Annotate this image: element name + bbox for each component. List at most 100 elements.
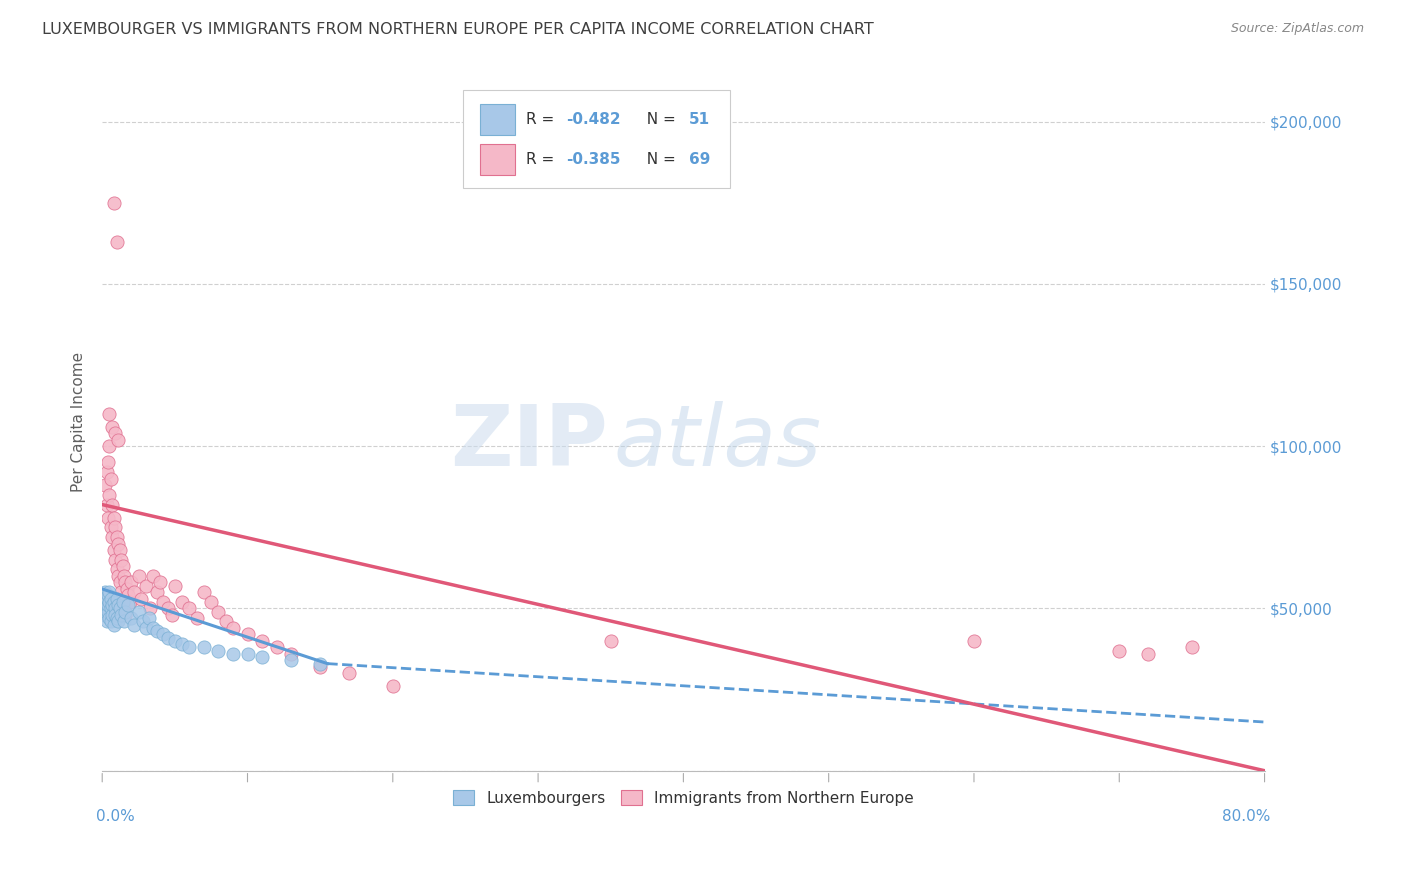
Point bbox=[110, 585, 132, 599]
Point bbox=[152, 627, 174, 641]
Point bbox=[100, 472, 122, 486]
Point bbox=[100, 615, 122, 629]
Point bbox=[107, 615, 129, 629]
Point bbox=[105, 530, 128, 544]
Point bbox=[100, 601, 122, 615]
Point bbox=[117, 589, 139, 603]
Point bbox=[142, 621, 165, 635]
Point bbox=[101, 530, 124, 544]
Point bbox=[97, 589, 120, 603]
Point bbox=[139, 601, 162, 615]
Point bbox=[96, 615, 118, 629]
Point bbox=[135, 621, 157, 635]
Text: N =: N = bbox=[637, 112, 681, 127]
Point bbox=[101, 607, 124, 622]
FancyBboxPatch shape bbox=[479, 103, 515, 135]
Point bbox=[207, 605, 229, 619]
Point bbox=[104, 553, 127, 567]
Point bbox=[266, 640, 288, 655]
Text: 51: 51 bbox=[689, 112, 710, 127]
Point bbox=[236, 647, 259, 661]
Point bbox=[107, 536, 129, 550]
Point bbox=[163, 579, 186, 593]
Point bbox=[120, 575, 142, 590]
Point bbox=[118, 595, 141, 609]
Point bbox=[110, 553, 132, 567]
Point bbox=[111, 595, 134, 609]
Point bbox=[97, 510, 120, 524]
Point bbox=[122, 617, 145, 632]
Point bbox=[94, 478, 117, 492]
Point bbox=[215, 615, 238, 629]
Point bbox=[120, 611, 142, 625]
Point bbox=[207, 643, 229, 657]
Point bbox=[309, 657, 332, 671]
Point bbox=[381, 679, 404, 693]
Legend: Luxembourgers, Immigrants from Northern Europe: Luxembourgers, Immigrants from Northern … bbox=[447, 784, 921, 812]
FancyBboxPatch shape bbox=[463, 90, 730, 188]
Point bbox=[98, 585, 121, 599]
Point bbox=[98, 488, 121, 502]
Point bbox=[115, 582, 138, 596]
Point bbox=[236, 627, 259, 641]
Point bbox=[163, 633, 186, 648]
Point bbox=[105, 235, 128, 249]
Text: LUXEMBOURGER VS IMMIGRANTS FROM NORTHERN EUROPE PER CAPITA INCOME CORRELATION CH: LUXEMBOURGER VS IMMIGRANTS FROM NORTHERN… bbox=[42, 22, 875, 37]
Point bbox=[98, 595, 121, 609]
Text: atlas: atlas bbox=[613, 401, 821, 484]
Point bbox=[107, 569, 129, 583]
Point bbox=[112, 569, 135, 583]
Point bbox=[108, 575, 131, 590]
Point bbox=[94, 585, 117, 599]
Point bbox=[105, 562, 128, 576]
Point bbox=[96, 465, 118, 479]
Y-axis label: Per Capita Income: Per Capita Income bbox=[72, 351, 86, 491]
Point bbox=[172, 637, 194, 651]
Point bbox=[309, 660, 332, 674]
Point bbox=[94, 607, 117, 622]
Text: 0.0%: 0.0% bbox=[97, 809, 135, 824]
Point bbox=[1181, 640, 1204, 655]
Point bbox=[108, 543, 131, 558]
Text: ZIP: ZIP bbox=[450, 401, 607, 484]
Point bbox=[200, 595, 222, 609]
Point bbox=[152, 595, 174, 609]
Point bbox=[108, 601, 131, 615]
Point bbox=[96, 591, 118, 606]
Text: Source: ZipAtlas.com: Source: ZipAtlas.com bbox=[1230, 22, 1364, 36]
Point bbox=[1108, 643, 1130, 657]
Point bbox=[963, 633, 986, 648]
Point bbox=[337, 666, 360, 681]
Text: R =: R = bbox=[526, 112, 560, 127]
Point bbox=[146, 624, 169, 639]
Point bbox=[156, 601, 179, 615]
Point bbox=[98, 407, 121, 421]
Point bbox=[103, 595, 125, 609]
Point bbox=[222, 647, 245, 661]
Point bbox=[146, 585, 169, 599]
Point bbox=[193, 585, 215, 599]
Point bbox=[172, 595, 194, 609]
Text: 80.0%: 80.0% bbox=[1222, 809, 1271, 824]
Point bbox=[104, 607, 127, 622]
Point bbox=[98, 611, 121, 625]
Point bbox=[112, 615, 135, 629]
Text: -0.482: -0.482 bbox=[567, 112, 620, 127]
Point bbox=[122, 585, 145, 599]
Point bbox=[599, 633, 621, 648]
Point bbox=[112, 601, 135, 615]
Point bbox=[142, 569, 165, 583]
Point bbox=[107, 598, 129, 612]
Point bbox=[114, 607, 136, 622]
Point bbox=[93, 595, 115, 609]
Point bbox=[114, 605, 136, 619]
Text: -0.385: -0.385 bbox=[567, 152, 620, 167]
Text: 69: 69 bbox=[689, 152, 710, 167]
Point bbox=[117, 598, 139, 612]
Point bbox=[250, 650, 273, 665]
Point bbox=[105, 611, 128, 625]
Point bbox=[104, 520, 127, 534]
Point bbox=[97, 455, 120, 469]
Point bbox=[156, 631, 179, 645]
Point bbox=[149, 575, 172, 590]
